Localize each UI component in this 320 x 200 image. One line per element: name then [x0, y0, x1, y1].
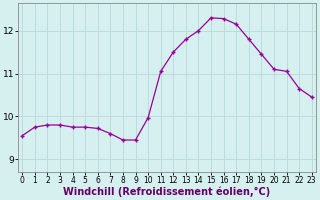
X-axis label: Windchill (Refroidissement éolien,°C): Windchill (Refroidissement éolien,°C) [63, 187, 271, 197]
